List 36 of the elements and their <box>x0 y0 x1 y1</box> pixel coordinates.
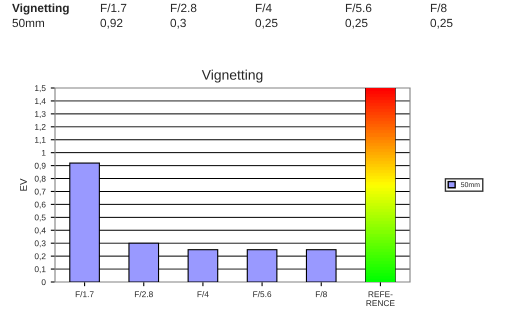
text: Vignetting <box>12 3 69 15</box>
chart-title: Vignetting <box>202 70 262 83</box>
y-tick-label: 1,2 <box>35 124 46 131</box>
y-tick-label: 1,4 <box>35 98 46 106</box>
y-tick-label: 0,1 <box>34 266 46 274</box>
category-label: F/2.8 <box>170 4 196 12</box>
x-tick-label: F/2.8 <box>134 291 153 298</box>
x-tick-label: F/8 <box>316 291 327 298</box>
text: 0,25 <box>430 18 452 29</box>
category-label: F/4 <box>256 4 272 12</box>
y-tick-label: 0,3 <box>34 240 46 248</box>
text: 0,3 <box>170 18 186 29</box>
y-tick-label: 0,8 <box>34 176 46 183</box>
y-tick-label: 1,5 <box>35 85 46 92</box>
y-tick-label: 0,6 <box>34 202 46 208</box>
x-tick-label: F/4 <box>198 291 209 298</box>
text: 0,25 <box>255 18 278 29</box>
text: 0,25 <box>345 18 368 29</box>
text: 50mm <box>12 18 44 28</box>
y-tick-label: 0,2 <box>34 253 46 260</box>
y-tick-label: 0 <box>42 279 46 286</box>
category-label: F/1.7 <box>100 4 126 12</box>
y-tick-label: 0,9 <box>34 162 46 170</box>
y-axis-title: EV <box>20 178 27 191</box>
x-tick-label: F/5.6 <box>253 291 272 298</box>
y-tick-label: 0,4 <box>34 227 46 234</box>
category-label: F/8 <box>430 4 447 12</box>
y-tick-label: 0,7 <box>34 188 46 196</box>
y-tick-label: 1 <box>42 150 46 156</box>
category-label: F/5.6 <box>346 4 372 12</box>
x-tick-label: F/1.7 <box>76 291 94 298</box>
x-tick-label: REFE- RENCE <box>366 291 395 306</box>
text: 0,92 <box>100 18 122 29</box>
y-tick-label: 1,1 <box>35 137 46 144</box>
y-tick-label: 1,3 <box>35 111 46 118</box>
y-tick-label: 0,5 <box>34 214 46 222</box>
